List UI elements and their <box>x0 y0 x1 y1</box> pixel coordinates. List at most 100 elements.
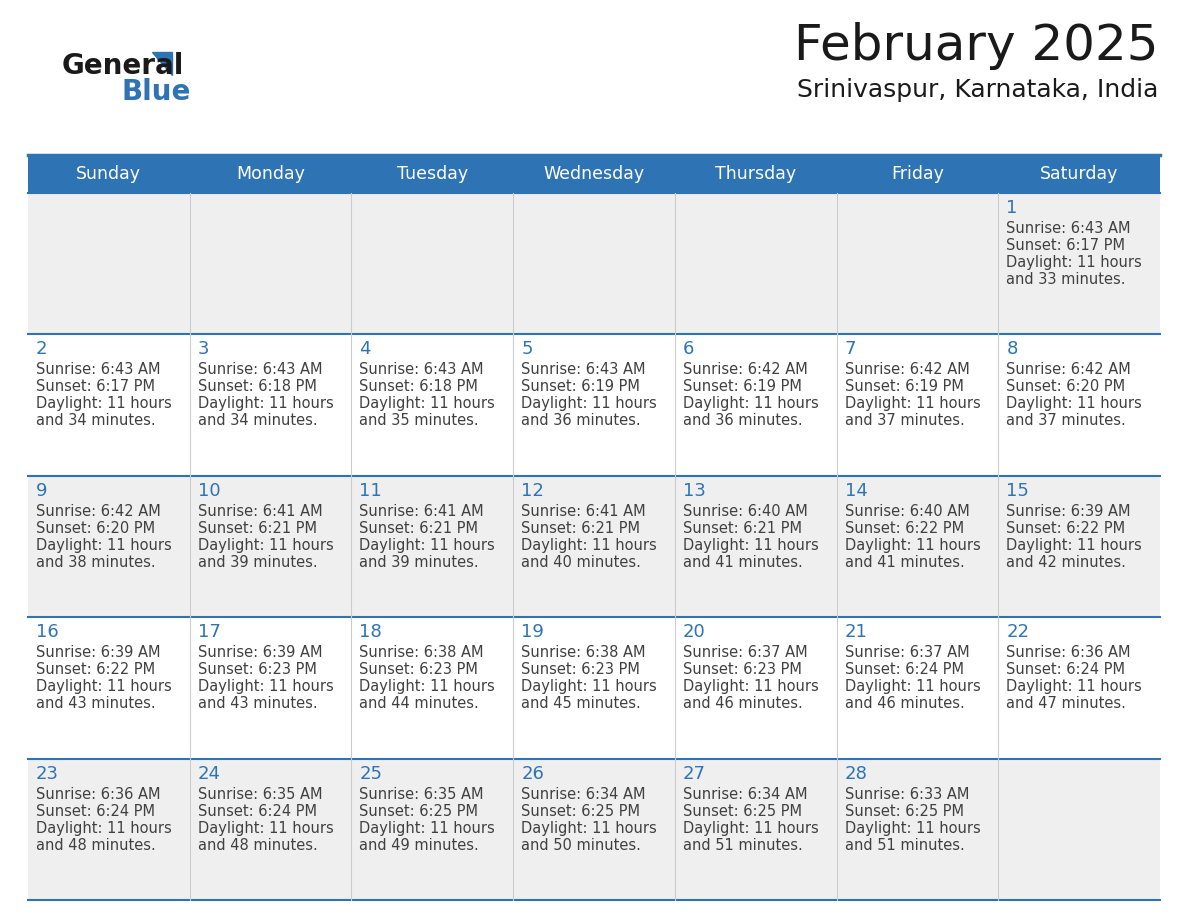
Text: Daylight: 11 hours: Daylight: 11 hours <box>845 821 980 835</box>
Text: 17: 17 <box>197 623 221 641</box>
Text: 5: 5 <box>522 341 532 358</box>
Bar <box>190 617 352 758</box>
Text: and 41 minutes.: and 41 minutes. <box>845 554 965 570</box>
Text: Sunrise: 6:39 AM: Sunrise: 6:39 AM <box>197 645 322 660</box>
Text: and 37 minutes.: and 37 minutes. <box>1006 413 1126 429</box>
Bar <box>352 193 513 334</box>
Text: Daylight: 11 hours: Daylight: 11 hours <box>845 397 980 411</box>
Text: Sunset: 6:22 PM: Sunset: 6:22 PM <box>1006 521 1125 536</box>
Text: Sunrise: 6:33 AM: Sunrise: 6:33 AM <box>845 787 969 801</box>
Text: and 36 minutes.: and 36 minutes. <box>683 413 802 429</box>
Text: Sunrise: 6:37 AM: Sunrise: 6:37 AM <box>683 645 808 660</box>
Text: Sunset: 6:24 PM: Sunset: 6:24 PM <box>1006 662 1125 677</box>
Text: and 41 minutes.: and 41 minutes. <box>683 554 803 570</box>
Text: Daylight: 11 hours: Daylight: 11 hours <box>36 538 172 553</box>
Text: Sunrise: 6:41 AM: Sunrise: 6:41 AM <box>360 504 484 519</box>
Text: Sunset: 6:22 PM: Sunset: 6:22 PM <box>845 521 963 536</box>
Text: 9: 9 <box>36 482 48 499</box>
Text: 6: 6 <box>683 341 694 358</box>
Text: Sunset: 6:18 PM: Sunset: 6:18 PM <box>360 379 479 395</box>
Text: 19: 19 <box>522 623 544 641</box>
Text: Sunrise: 6:38 AM: Sunrise: 6:38 AM <box>522 645 645 660</box>
Text: Daylight: 11 hours: Daylight: 11 hours <box>197 679 334 694</box>
Bar <box>352 617 513 758</box>
Text: February 2025: February 2025 <box>794 22 1158 70</box>
Text: and 51 minutes.: and 51 minutes. <box>845 837 965 853</box>
Text: Daylight: 11 hours: Daylight: 11 hours <box>360 538 495 553</box>
Text: 7: 7 <box>845 341 857 358</box>
Bar <box>998 334 1159 476</box>
Text: 28: 28 <box>845 765 867 783</box>
Text: 15: 15 <box>1006 482 1029 499</box>
Text: Sunrise: 6:42 AM: Sunrise: 6:42 AM <box>36 504 160 519</box>
Text: Sunset: 6:25 PM: Sunset: 6:25 PM <box>845 803 963 819</box>
Text: Sunrise: 6:40 AM: Sunrise: 6:40 AM <box>683 504 808 519</box>
Text: Daylight: 11 hours: Daylight: 11 hours <box>360 679 495 694</box>
Text: 20: 20 <box>683 623 706 641</box>
Text: Sunset: 6:23 PM: Sunset: 6:23 PM <box>360 662 479 677</box>
Text: Daylight: 11 hours: Daylight: 11 hours <box>522 821 657 835</box>
Text: Daylight: 11 hours: Daylight: 11 hours <box>845 679 980 694</box>
Text: Tuesday: Tuesday <box>397 165 468 183</box>
Text: Daylight: 11 hours: Daylight: 11 hours <box>36 821 172 835</box>
Bar <box>513 193 675 334</box>
Text: Sunrise: 6:43 AM: Sunrise: 6:43 AM <box>522 363 645 377</box>
Bar <box>352 155 513 193</box>
Text: and 34 minutes.: and 34 minutes. <box>36 413 156 429</box>
Text: Sunrise: 6:41 AM: Sunrise: 6:41 AM <box>197 504 322 519</box>
Text: Sunrise: 6:43 AM: Sunrise: 6:43 AM <box>36 363 160 377</box>
Bar <box>352 476 513 617</box>
Bar <box>513 476 675 617</box>
Bar <box>836 617 998 758</box>
Text: Sunset: 6:23 PM: Sunset: 6:23 PM <box>683 662 802 677</box>
Text: Sunrise: 6:42 AM: Sunrise: 6:42 AM <box>1006 363 1131 377</box>
Bar <box>29 617 190 758</box>
Text: and 35 minutes.: and 35 minutes. <box>360 413 479 429</box>
Bar <box>29 155 190 193</box>
Text: Sunset: 6:24 PM: Sunset: 6:24 PM <box>197 803 317 819</box>
Bar <box>998 155 1159 193</box>
Text: 24: 24 <box>197 765 221 783</box>
Text: and 45 minutes.: and 45 minutes. <box>522 696 640 711</box>
Bar <box>513 155 675 193</box>
Text: Wednesday: Wednesday <box>543 165 645 183</box>
Text: Sunset: 6:21 PM: Sunset: 6:21 PM <box>197 521 317 536</box>
Text: Sunrise: 6:35 AM: Sunrise: 6:35 AM <box>360 787 484 801</box>
Text: Sunset: 6:25 PM: Sunset: 6:25 PM <box>522 803 640 819</box>
Text: Daylight: 11 hours: Daylight: 11 hours <box>683 538 819 553</box>
Bar <box>998 617 1159 758</box>
Text: Daylight: 11 hours: Daylight: 11 hours <box>197 821 334 835</box>
Text: Sunrise: 6:43 AM: Sunrise: 6:43 AM <box>1006 221 1131 236</box>
Text: Sunset: 6:17 PM: Sunset: 6:17 PM <box>1006 238 1125 253</box>
Text: Daylight: 11 hours: Daylight: 11 hours <box>522 397 657 411</box>
Text: Sunrise: 6:41 AM: Sunrise: 6:41 AM <box>522 504 646 519</box>
Polygon shape <box>152 52 172 75</box>
Bar <box>352 334 513 476</box>
Text: 13: 13 <box>683 482 706 499</box>
Bar <box>190 334 352 476</box>
Text: 12: 12 <box>522 482 544 499</box>
Text: Srinivaspur, Karnataka, India: Srinivaspur, Karnataka, India <box>797 78 1158 102</box>
Text: and 44 minutes.: and 44 minutes. <box>360 696 479 711</box>
Text: and 39 minutes.: and 39 minutes. <box>197 554 317 570</box>
Text: Daylight: 11 hours: Daylight: 11 hours <box>36 679 172 694</box>
Text: 23: 23 <box>36 765 59 783</box>
Text: Daylight: 11 hours: Daylight: 11 hours <box>360 821 495 835</box>
Bar <box>836 155 998 193</box>
Text: Sunrise: 6:42 AM: Sunrise: 6:42 AM <box>845 363 969 377</box>
Text: Daylight: 11 hours: Daylight: 11 hours <box>360 397 495 411</box>
Bar <box>29 476 190 617</box>
Text: and 34 minutes.: and 34 minutes. <box>197 413 317 429</box>
Bar <box>190 155 352 193</box>
Text: 25: 25 <box>360 765 383 783</box>
Text: Daylight: 11 hours: Daylight: 11 hours <box>197 538 334 553</box>
Text: and 46 minutes.: and 46 minutes. <box>683 696 803 711</box>
Text: and 40 minutes.: and 40 minutes. <box>522 554 642 570</box>
Bar <box>513 334 675 476</box>
Text: and 46 minutes.: and 46 minutes. <box>845 696 965 711</box>
Bar <box>513 617 675 758</box>
Bar <box>352 758 513 900</box>
Text: Daylight: 11 hours: Daylight: 11 hours <box>1006 255 1142 270</box>
Text: 4: 4 <box>360 341 371 358</box>
Text: and 33 minutes.: and 33 minutes. <box>1006 272 1126 287</box>
